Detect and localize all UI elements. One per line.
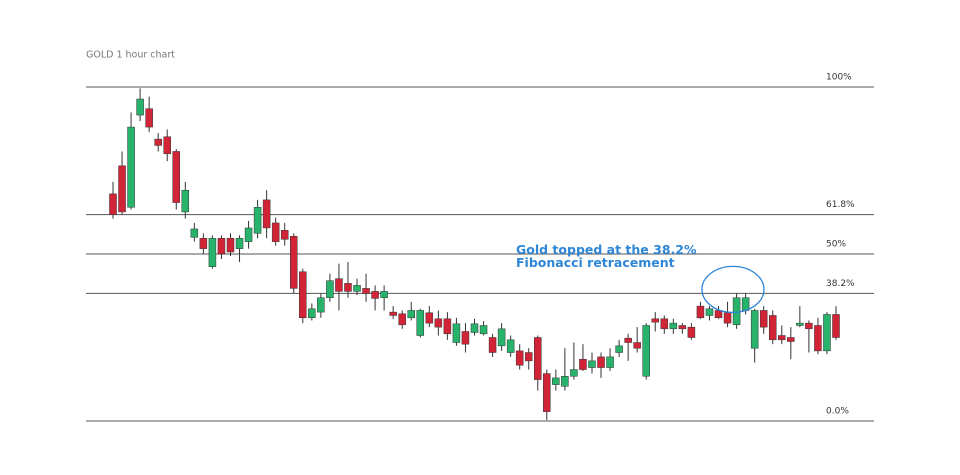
candle-body <box>199 238 208 249</box>
candle-body <box>380 291 388 299</box>
candle-body <box>651 318 659 323</box>
candle-body <box>317 297 325 313</box>
chart-title: GOLD 1 hour chart <box>86 50 175 61</box>
candle-body <box>280 230 289 240</box>
candle-body <box>344 283 352 292</box>
candle-body <box>787 337 795 342</box>
candle-body <box>407 310 415 319</box>
candle-body <box>226 238 235 253</box>
candle-body <box>570 369 578 377</box>
candle-body <box>271 222 280 242</box>
candle-body <box>552 377 560 385</box>
candle-body <box>217 238 226 255</box>
candle-body <box>606 356 614 368</box>
candle-body <box>741 297 750 311</box>
fib-level-label: 61.8% <box>826 200 855 210</box>
candle-body <box>389 311 397 316</box>
candle-body <box>154 138 162 146</box>
fib-level-label: 38.2% <box>826 279 855 289</box>
candle-body <box>362 288 370 294</box>
candle-body <box>470 323 479 333</box>
candle-body <box>579 358 587 370</box>
candle-body <box>759 310 768 328</box>
candle-body <box>624 337 632 343</box>
candle-body <box>136 98 144 116</box>
candle-body <box>705 308 714 316</box>
candle-body <box>515 350 524 366</box>
candle-body <box>642 325 650 377</box>
candle-body <box>235 238 244 249</box>
candle-body <box>398 313 406 326</box>
candle-body <box>597 356 605 368</box>
candle-body <box>723 312 732 324</box>
candle-body <box>452 323 461 343</box>
candle-body <box>253 206 262 234</box>
candle-body <box>425 312 434 324</box>
candle-body <box>714 310 723 319</box>
candle-body <box>208 238 217 267</box>
annotation: Gold topped at the 38.2% Fibonacci retra… <box>516 242 697 271</box>
candle-body <box>796 322 804 326</box>
candle-body <box>244 227 253 242</box>
candle-body <box>524 352 533 362</box>
candle-body <box>778 335 786 341</box>
candle-body <box>299 271 307 319</box>
candle-body <box>416 310 425 336</box>
candle-body <box>290 236 298 289</box>
candle-body <box>805 322 813 330</box>
candle-body <box>443 318 452 335</box>
candle-body <box>750 310 759 349</box>
candle-body <box>732 297 741 326</box>
candle-body <box>768 315 777 341</box>
candle-body <box>127 126 135 208</box>
candle-body <box>687 326 696 338</box>
candle-body <box>461 331 470 345</box>
candle-body <box>488 337 497 353</box>
candle-body <box>172 151 181 203</box>
fib-level-label: 0.0% <box>826 407 849 417</box>
candle-body <box>814 325 822 352</box>
candle-body <box>163 136 171 155</box>
candle-body <box>308 308 316 319</box>
candle-body <box>534 337 542 380</box>
candle-body <box>660 318 669 330</box>
candle-body <box>497 328 506 347</box>
candle-body <box>633 342 641 349</box>
candle-body <box>145 108 153 128</box>
candle-body <box>588 360 596 368</box>
candle-body <box>434 318 443 328</box>
candle-body <box>832 314 840 338</box>
candle-body <box>479 325 488 335</box>
candle-body <box>326 280 334 299</box>
candle-body <box>615 345 623 353</box>
candle-body <box>543 373 551 412</box>
candle-body <box>118 165 126 213</box>
fib-level-label: 100% <box>826 73 852 83</box>
candle-body <box>335 278 343 292</box>
candle-body <box>353 285 361 292</box>
candle-body <box>823 314 831 352</box>
candle-body <box>181 189 190 213</box>
candle-body <box>669 322 678 330</box>
candle-body <box>561 375 569 387</box>
candle-body <box>678 325 687 330</box>
candle-body <box>696 305 705 319</box>
candle-body <box>109 193 117 215</box>
fib-level-label: 50% <box>826 240 846 250</box>
candle-body <box>262 199 271 229</box>
highlight-circle <box>701 265 765 314</box>
candle-body <box>506 339 515 353</box>
candle-body <box>371 291 379 299</box>
candle-body <box>190 228 199 238</box>
